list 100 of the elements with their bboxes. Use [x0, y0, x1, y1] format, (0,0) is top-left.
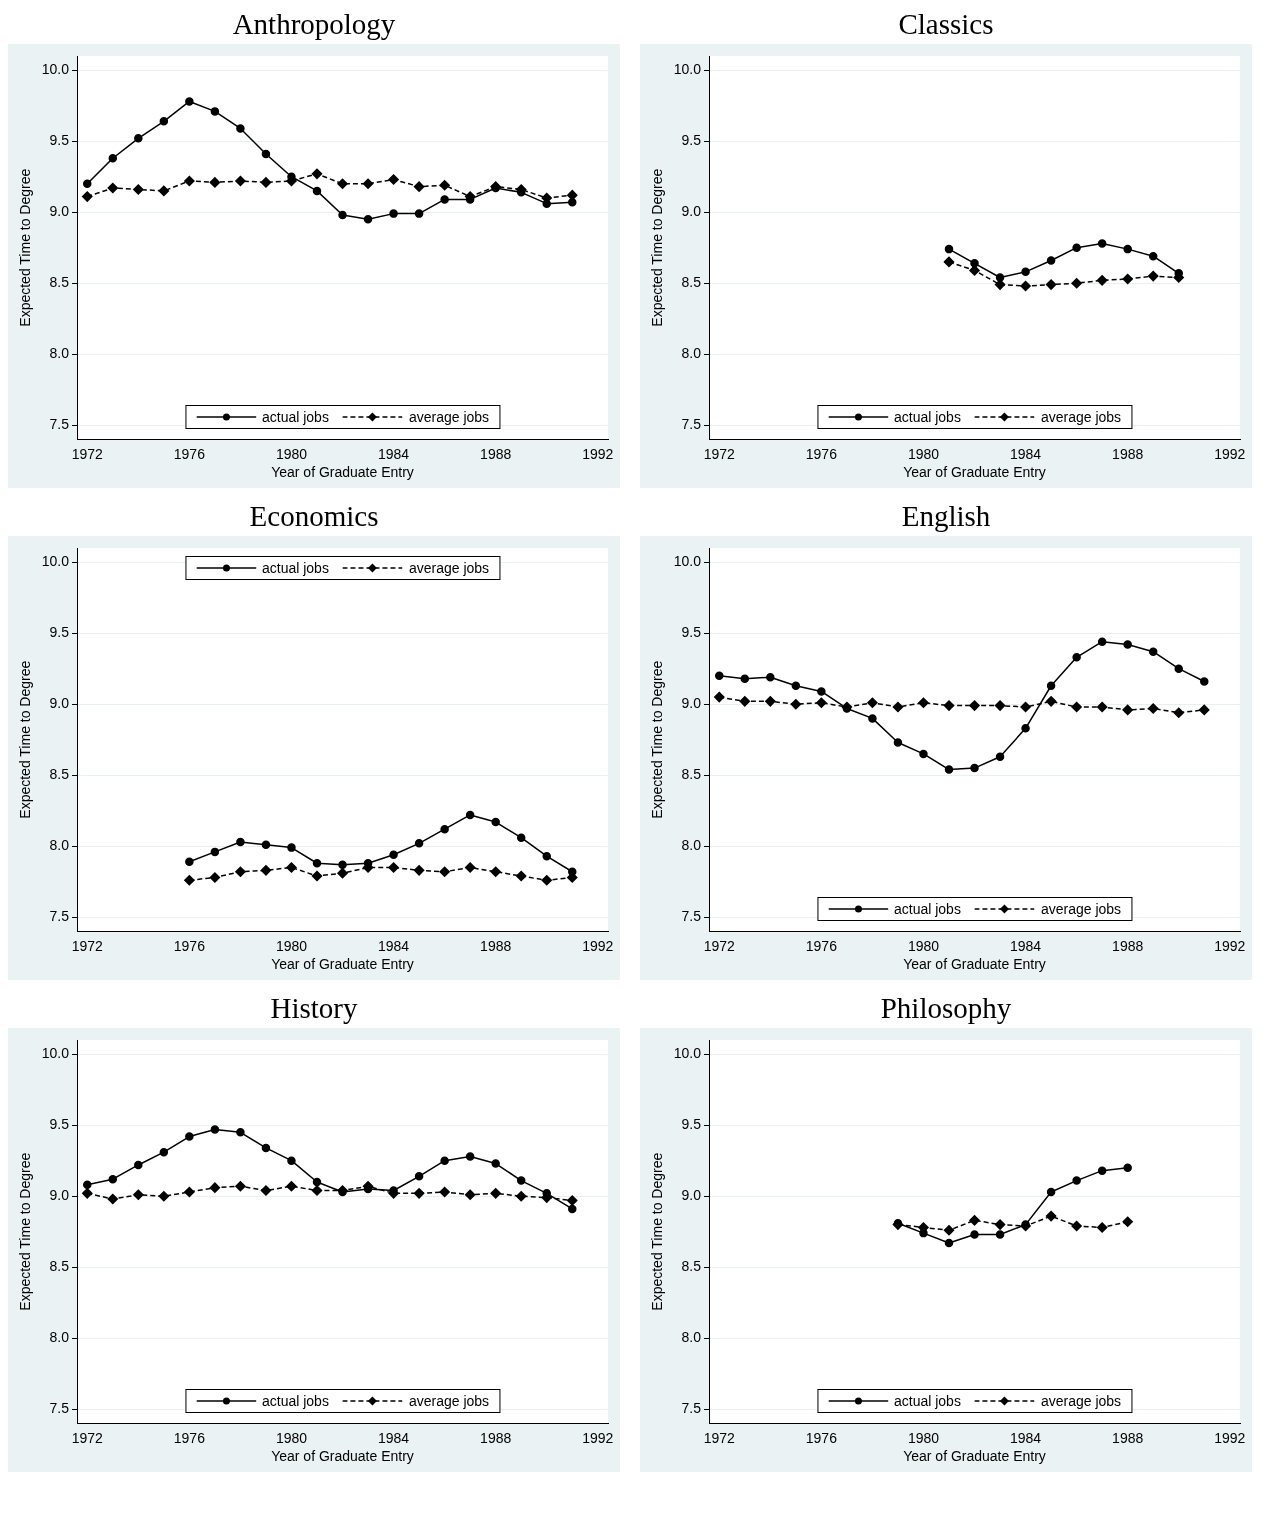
x-axis-title: Year of Graduate Entry: [271, 464, 414, 481]
y-axis-title: Expected Time to Degree: [649, 168, 666, 327]
y-tick-label: 8.0: [681, 837, 702, 854]
x-tick-label: 1988: [480, 445, 512, 462]
legend-label: actual jobs: [893, 901, 961, 918]
x-axis-title: Year of Graduate Entry: [903, 1448, 1046, 1465]
x-tick-label: 1980: [907, 445, 940, 462]
x-tick-label: 1972: [703, 445, 736, 462]
chart-title: History: [269, 991, 359, 1026]
legend-label: actual jobs: [261, 560, 329, 576]
x-axis-title: Year of Graduate Entry: [271, 956, 414, 973]
y-axis-title: Expected Time to Degree: [17, 168, 34, 327]
y-tick-label: 9.0: [49, 695, 70, 712]
legend-label: actual jobs: [261, 409, 329, 426]
x-tick-label: 1984: [378, 1429, 410, 1446]
y-tick-label: 8.0: [49, 1329, 70, 1346]
x-tick-label: 1992: [1214, 1429, 1246, 1446]
x-tick-label: 1992: [582, 1429, 614, 1446]
y-axis-title: Expected Time to Degree: [17, 1152, 34, 1311]
x-tick-label: 1976: [173, 1429, 206, 1446]
x-tick-label: 1976: [173, 937, 206, 954]
y-tick-label: 8.0: [49, 345, 70, 362]
y-tick-label: 7.5: [681, 416, 702, 433]
y-tick-label: 9.0: [49, 203, 70, 220]
x-tick-label: 1976: [805, 1429, 838, 1446]
legend-label: actual jobs: [893, 1393, 961, 1410]
y-axis-title: Expected Time to Degree: [649, 1152, 666, 1311]
x-tick-label: 1980: [275, 937, 308, 954]
y-tick-label: 7.5: [681, 1400, 702, 1417]
y-tick-label: 8.0: [681, 345, 702, 362]
y-tick-label: 9.0: [681, 1187, 702, 1204]
x-tick-label: 1972: [703, 1429, 736, 1446]
y-tick-label: 8.5: [681, 274, 702, 291]
y-tick-label: 9.5: [681, 132, 702, 149]
y-tick-label: 8.5: [49, 274, 70, 291]
y-tick-label: 10.0: [41, 553, 70, 570]
chart-title: Anthropology: [231, 7, 397, 42]
x-tick-label: 1972: [71, 445, 104, 462]
y-tick-label: 10.0: [41, 1045, 70, 1062]
y-tick-label: 9.0: [681, 695, 702, 712]
x-tick-label: 1980: [275, 1429, 308, 1446]
y-tick-label: 8.0: [681, 1329, 702, 1346]
y-tick-label: 7.5: [49, 1400, 70, 1417]
x-tick-label: 1984: [1010, 937, 1042, 954]
y-tick-label: 10.0: [673, 1045, 702, 1062]
x-tick-label: 1984: [1010, 1429, 1042, 1446]
chart-title: Economics: [248, 499, 380, 534]
legend-label: average jobs: [1040, 409, 1122, 426]
x-tick-label: 1980: [907, 1429, 940, 1446]
x-axis-title: Year of Graduate Entry: [903, 956, 1046, 973]
y-tick-label: 9.0: [681, 203, 702, 220]
x-tick-label: 1992: [582, 937, 614, 954]
chart-title: Philosophy: [879, 991, 1013, 1026]
y-tick-label: 7.5: [681, 908, 702, 925]
x-axis-title: Year of Graduate Entry: [903, 464, 1046, 481]
x-tick-label: 1992: [582, 445, 614, 462]
x-tick-label: 1976: [173, 445, 206, 462]
chart-title: English: [900, 499, 992, 534]
y-tick-label: 9.0: [49, 1187, 70, 1204]
y-tick-label: 7.5: [49, 416, 70, 433]
legend-label: average jobs: [1040, 1393, 1122, 1410]
legend-label: actual jobs: [893, 409, 961, 426]
x-tick-label: 1988: [480, 1429, 512, 1446]
legend-label: average jobs: [408, 1393, 490, 1410]
x-tick-label: 1992: [1214, 445, 1246, 462]
y-tick-label: 9.5: [49, 1116, 70, 1133]
y-tick-label: 8.5: [681, 1258, 702, 1275]
x-tick-label: 1992: [1214, 937, 1246, 954]
y-tick-label: 8.5: [49, 766, 70, 783]
legend-label: average jobs: [1040, 901, 1122, 918]
y-tick-label: 9.5: [681, 1116, 702, 1133]
y-axis-title: Expected Time to Degree: [17, 660, 34, 819]
legend-label: average jobs: [408, 560, 490, 576]
x-tick-label: 1976: [805, 937, 838, 954]
y-tick-label: 9.5: [49, 624, 70, 641]
x-tick-label: 1972: [71, 937, 104, 954]
y-tick-label: 7.5: [49, 908, 70, 925]
y-tick-label: 9.5: [49, 132, 70, 149]
y-tick-label: 8.5: [49, 1258, 70, 1275]
x-tick-label: 1988: [1112, 1429, 1144, 1446]
x-tick-label: 1972: [703, 937, 736, 954]
y-tick-label: 9.5: [681, 624, 702, 641]
x-tick-label: 1988: [480, 937, 512, 954]
y-tick-label: 8.0: [49, 837, 70, 854]
x-tick-label: 1984: [378, 937, 410, 954]
x-tick-label: 1984: [1010, 445, 1042, 462]
y-tick-label: 8.5: [681, 766, 702, 783]
y-tick-label: 10.0: [673, 553, 702, 570]
legend-label: actual jobs: [261, 1393, 329, 1410]
x-tick-label: 1980: [907, 937, 940, 954]
x-tick-label: 1988: [1112, 937, 1144, 954]
x-tick-label: 1972: [71, 1429, 104, 1446]
y-tick-label: 10.0: [41, 61, 70, 78]
x-tick-label: 1984: [378, 445, 410, 462]
y-axis-title: Expected Time to Degree: [649, 660, 666, 819]
x-tick-label: 1988: [1112, 445, 1144, 462]
x-tick-label: 1980: [275, 445, 308, 462]
y-tick-label: 10.0: [673, 61, 702, 78]
legend-label: average jobs: [408, 409, 490, 426]
x-axis-title: Year of Graduate Entry: [271, 1448, 414, 1465]
